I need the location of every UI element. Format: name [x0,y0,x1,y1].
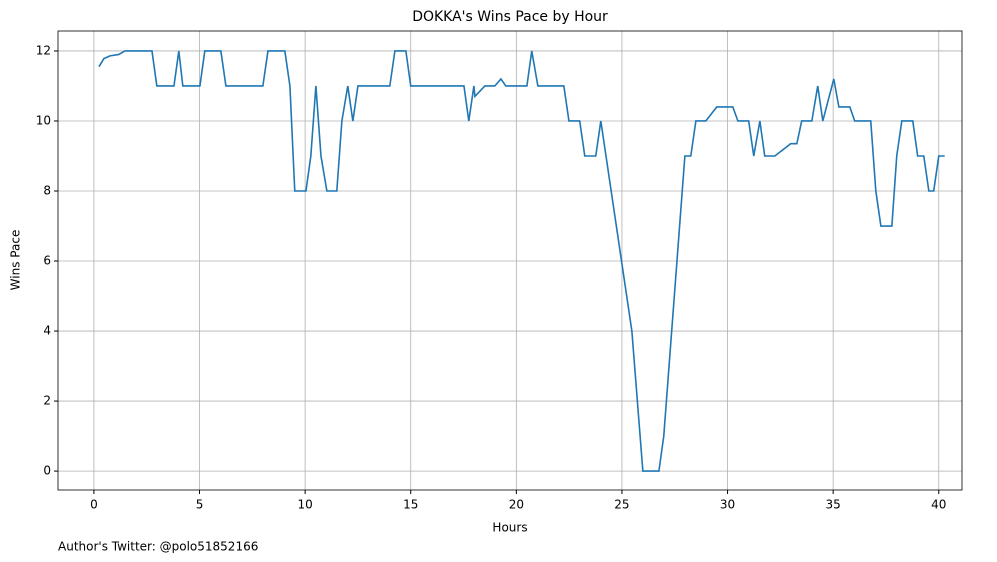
x-tick-label: 30 [720,498,735,512]
x-tick-label: 5 [196,498,204,512]
y-tick-label: 6 [43,254,51,268]
y-tick-label: 10 [36,113,51,127]
x-tick-label: 0 [90,498,98,512]
y-tick-label: 0 [43,464,51,478]
y-tick-label: 12 [36,43,51,57]
chart-title: DOKKA's Wins Pace by Hour [412,9,608,25]
x-tick-label: 25 [614,498,629,512]
x-tick-label: 15 [403,498,418,512]
x-axis-label: Hours [492,521,527,535]
x-tick-label: 40 [931,498,946,512]
y-tick-label: 4 [43,324,51,338]
plot-frame [57,30,963,491]
y-tick-label: 8 [43,184,51,198]
x-tick-label: 10 [297,498,312,512]
data-line [98,50,945,472]
y-axis-label: Wins Pace [9,230,23,291]
x-tick-label: 35 [826,498,841,512]
y-tick-label: 2 [43,394,51,408]
x-tick-label: 20 [509,498,524,512]
annotation: Author's Twitter: @polo51852166 [58,540,258,554]
